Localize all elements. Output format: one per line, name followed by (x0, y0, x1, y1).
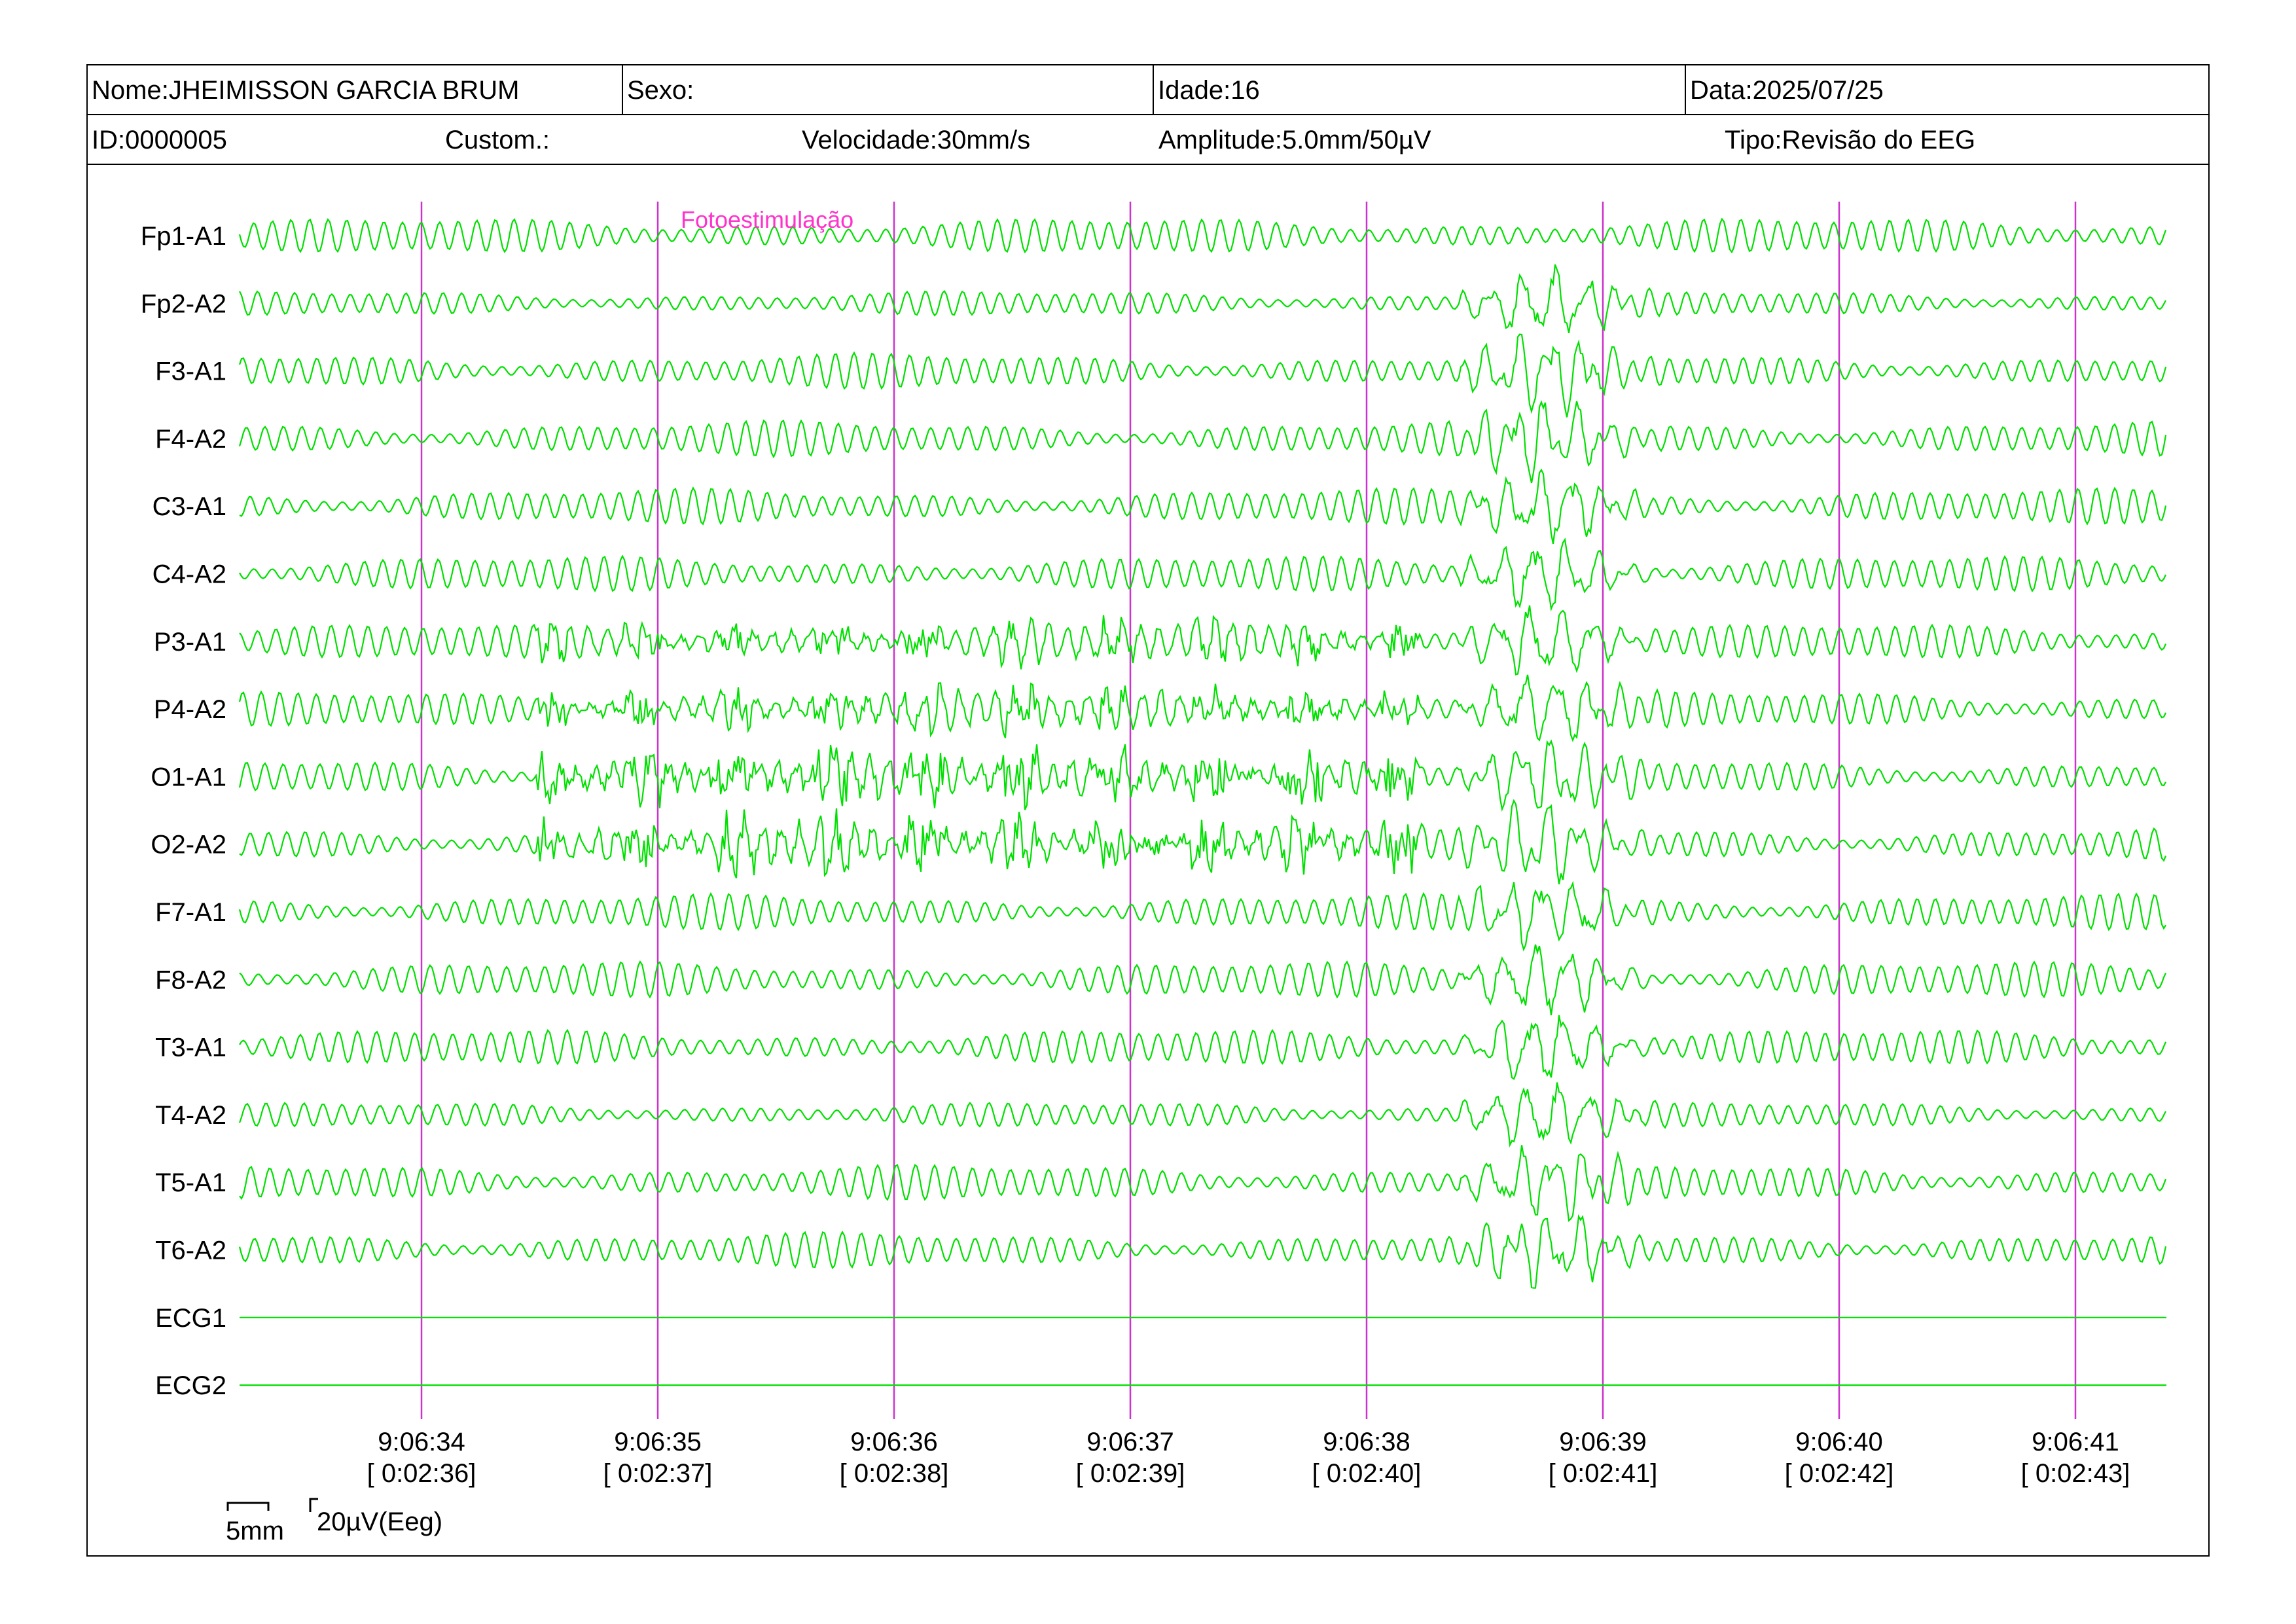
channel-label: F4-A2 (155, 425, 226, 454)
channel-label: P3-A1 (154, 628, 226, 657)
eeg-trace (239, 605, 2167, 676)
patient-name: Nome:JHEIMISSON GARCIA BRUM (92, 76, 520, 105)
elapsed-time-label: [ 0:02:43] (2021, 1459, 2130, 1488)
eeg-trace (238, 1082, 2166, 1147)
calibration-scale: 5mm 20µV(Eeg) (226, 1498, 442, 1545)
patient-info-row: Nome:JHEIMISSON GARCIA BRUM Sexo: Idade:… (88, 65, 2208, 115)
clock-time-label: 9:06:34 (378, 1428, 465, 1456)
channel-label: Fp2-A2 (141, 289, 226, 318)
channel-label: F7-A1 (155, 898, 226, 927)
channel-traces (238, 217, 2167, 1386)
amplitude-scale-bar (309, 1498, 318, 1512)
eeg-trace (239, 537, 2166, 612)
channel-label: F8-A2 (155, 965, 226, 994)
patient-id: ID:0000005 (92, 126, 227, 154)
channel-label: Fp1-A1 (141, 222, 226, 251)
channel-label: O1-A1 (151, 763, 226, 791)
elapsed-time-label: [ 0:02:37] (603, 1459, 713, 1488)
amplitude-setting: Amplitude:5.0mm/50µV (1158, 126, 1431, 154)
channel-label: T5-A1 (155, 1168, 226, 1197)
channel-label: T3-A1 (155, 1034, 226, 1062)
time-scale-bar (226, 1502, 270, 1511)
eeg-trace (239, 1145, 2167, 1222)
elapsed-time-label: [ 0:02:38] (840, 1459, 949, 1488)
clock-time-label: 9:06:37 (1086, 1428, 1174, 1456)
second-markers (420, 202, 2077, 1419)
patient-sex: Sexo: (622, 65, 1153, 114)
review-type: Tipo:Revisão do EEG (1725, 126, 1976, 154)
clock-time-label: 9:06:39 (1559, 1428, 1646, 1456)
clock-time-label: 9:06:40 (1795, 1428, 1882, 1456)
eeg-trace (238, 1214, 2167, 1289)
clock-time-label: 9:06:41 (2032, 1428, 2119, 1456)
eeg-trace (238, 739, 2166, 812)
eeg-trace (238, 674, 2166, 742)
clock-time-label: 9:06:36 (850, 1428, 937, 1456)
time-labels: 9:06:34 [ 0:02:36] 9:06:35 [ 0:02:37] 9:06:3… (367, 1428, 2130, 1488)
eeg-trace (238, 333, 2167, 418)
clock-time-label: 9:06:35 (614, 1428, 701, 1456)
channel-label: F3-A1 (155, 357, 226, 386)
channel-label: O2-A2 (151, 831, 226, 859)
elapsed-time-label: [ 0:02:36] (367, 1459, 476, 1488)
elapsed-time-label: [ 0:02:39] (1076, 1459, 1185, 1488)
eeg-trace (238, 880, 2166, 952)
channel-label: C3-A1 (152, 492, 226, 521)
eeg-trace (239, 1015, 2167, 1080)
patient-age: Idade:16 (1153, 65, 1685, 114)
paper-speed: Velocidade:30mm/s (802, 126, 1031, 154)
recording-info-row: ID:0000005 Custom.: Velocidade:30mm/s Am… (88, 115, 2208, 165)
photic-stimulation-label: Fotoestimulação (681, 206, 853, 233)
channel-label: P4-A2 (154, 695, 226, 724)
time-scale-label: 5mm (226, 1517, 284, 1545)
elapsed-time-label: [ 0:02:40] (1312, 1459, 1422, 1488)
elapsed-time-label: [ 0:02:41] (1549, 1459, 1658, 1488)
eeg-trace (239, 799, 2167, 885)
channel-label: ECG1 (155, 1304, 226, 1333)
eeg-trace (238, 400, 2167, 484)
channel-label: T4-A2 (155, 1101, 226, 1130)
channel-label: ECG2 (155, 1371, 226, 1400)
eeg-trace (239, 944, 2167, 1016)
custom-field: Custom.: (445, 126, 550, 154)
eeg-report-frame: Nome:JHEIMISSON GARCIA BRUM Sexo: Idade:… (86, 64, 2210, 1557)
elapsed-time-label: [ 0:02:42] (1785, 1459, 1894, 1488)
channel-label: C4-A2 (152, 560, 226, 589)
clock-time-label: 9:06:38 (1323, 1428, 1410, 1456)
eeg-trace (239, 468, 2167, 545)
eeg-trace (239, 264, 2166, 334)
channel-labels: Fp1-A1 Fp2-A2 F3-A1 F4-A2 C3-A1 C4-A2 P3-A1 P4-… (141, 222, 226, 1400)
eeg-trace (238, 217, 2167, 254)
channel-label: T6-A2 (155, 1236, 226, 1265)
exam-date: Data:2025/07/25 (1685, 65, 2208, 114)
amplitude-scale-label: 20µV(Eeg) (317, 1507, 442, 1536)
